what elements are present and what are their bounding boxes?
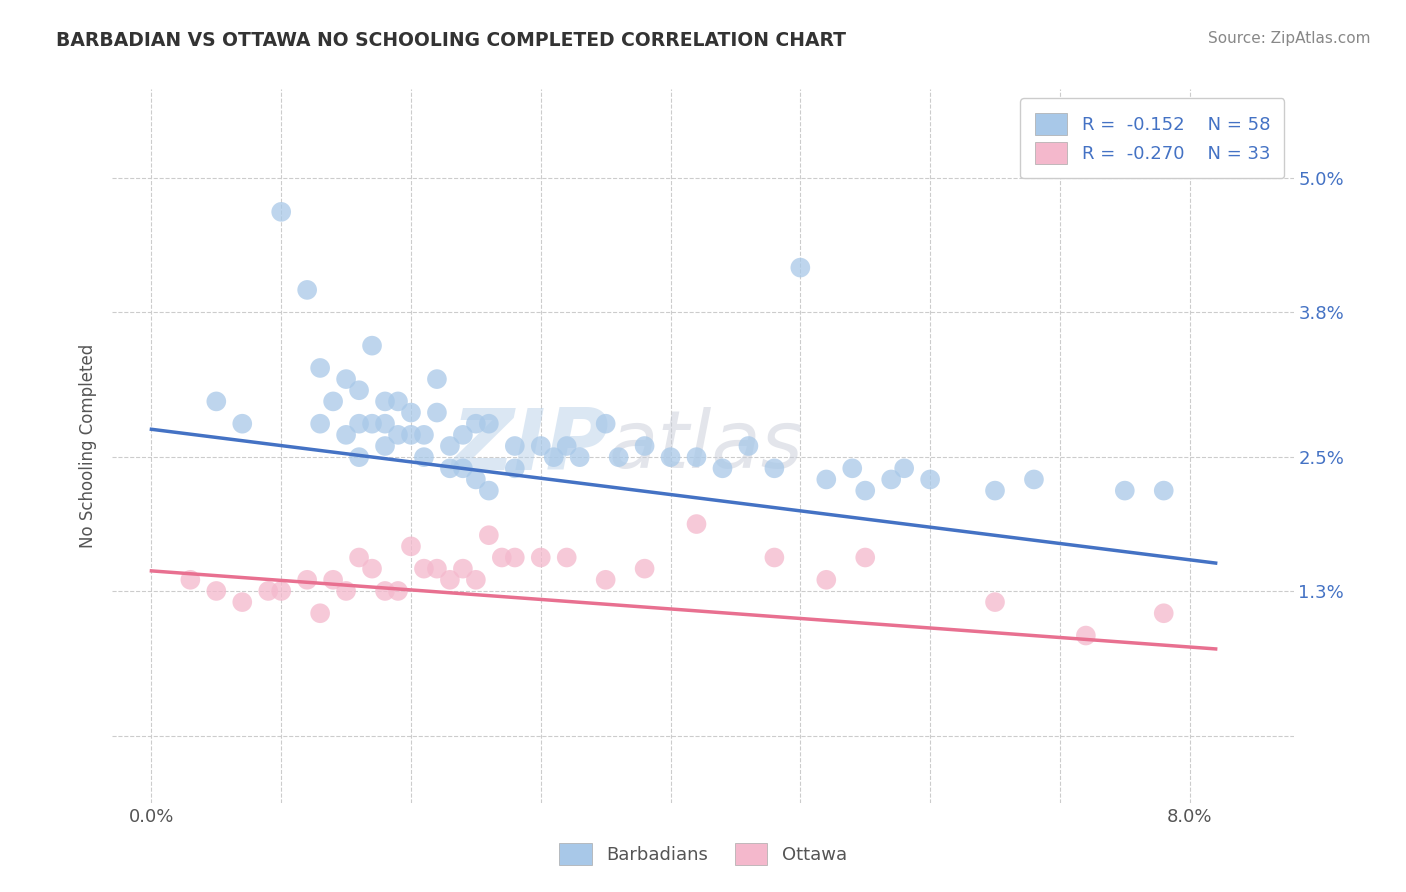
Point (347, 417, 370, 431)
Text: Source: ZipAtlas.com: Source: ZipAtlas.com (1208, 31, 1371, 46)
Point (984, 595, 1007, 609)
Point (335, 372, 357, 386)
Point (1153, 483, 1175, 498)
Point (543, 450, 565, 464)
Point (374, 394, 396, 409)
Point (322, 573, 344, 587)
Point (451, 562, 474, 576)
Point (361, 417, 384, 431)
Text: BARBADIAN VS OTTAWA NO SCHOOLING COMPLETED CORRELATION CHART: BARBADIAN VS OTTAWA NO SCHOOLING COMPLET… (56, 31, 846, 50)
Point (815, 573, 838, 587)
Point (880, 473, 903, 487)
Point (270, 583, 292, 598)
Point (815, 473, 838, 487)
Legend: Barbadians, Ottawa: Barbadians, Ottawa (544, 829, 862, 880)
Point (841, 461, 863, 475)
Point (763, 461, 786, 475)
Point (231, 417, 253, 431)
Point (309, 417, 332, 431)
Point (568, 450, 591, 464)
Point (335, 583, 357, 598)
Point (205, 394, 228, 409)
Point (478, 528, 501, 542)
Point (309, 360, 332, 375)
Point (205, 583, 228, 598)
Text: ZIP: ZIP (451, 404, 609, 488)
Point (491, 550, 513, 565)
Point (347, 450, 370, 464)
Point (322, 394, 344, 409)
Point (387, 394, 409, 409)
Point (893, 461, 915, 475)
Point (464, 573, 486, 587)
Point (347, 384, 370, 398)
Point (530, 439, 553, 453)
Point (399, 539, 422, 553)
Point (374, 417, 396, 431)
Point (478, 417, 501, 431)
Point (503, 461, 526, 475)
Point (920, 473, 942, 487)
Point (1153, 607, 1175, 621)
Point (399, 405, 422, 419)
Point (179, 573, 201, 587)
Point (503, 439, 526, 453)
Point (555, 550, 578, 565)
Point (737, 439, 759, 453)
Point (387, 427, 409, 442)
Point (374, 439, 396, 453)
Point (853, 483, 876, 498)
Point (503, 550, 526, 565)
Point (295, 573, 318, 587)
Point (633, 439, 655, 453)
Point (439, 439, 461, 453)
Point (633, 562, 655, 576)
Point (1022, 473, 1045, 487)
Point (231, 595, 253, 609)
Point (451, 461, 474, 475)
Point (711, 461, 734, 475)
Point (335, 427, 357, 442)
Point (595, 573, 617, 587)
Point (685, 450, 707, 464)
Point (413, 562, 436, 576)
Point (659, 450, 682, 464)
Point (270, 205, 292, 219)
Point (309, 607, 332, 621)
Point (763, 550, 786, 565)
Point (399, 427, 422, 442)
Point (464, 473, 486, 487)
Point (295, 283, 318, 297)
Point (347, 550, 370, 565)
Point (685, 516, 707, 531)
Point (478, 483, 501, 498)
Point (361, 338, 384, 352)
Point (361, 562, 384, 576)
Point (374, 583, 396, 598)
Point (439, 573, 461, 587)
Point (984, 483, 1007, 498)
Point (426, 372, 449, 386)
Point (439, 461, 461, 475)
Point (413, 450, 436, 464)
Point (595, 417, 617, 431)
Point (257, 583, 280, 598)
Point (853, 550, 876, 565)
Point (607, 450, 630, 464)
Point (530, 550, 553, 565)
Point (387, 583, 409, 598)
Point (1114, 483, 1136, 498)
Text: atlas: atlas (609, 407, 803, 485)
Point (555, 439, 578, 453)
Y-axis label: No Schooling Completed: No Schooling Completed (79, 344, 97, 548)
Point (451, 427, 474, 442)
Point (426, 405, 449, 419)
Point (413, 427, 436, 442)
Point (464, 417, 486, 431)
Point (789, 260, 811, 275)
Point (426, 562, 449, 576)
Point (1074, 628, 1097, 642)
